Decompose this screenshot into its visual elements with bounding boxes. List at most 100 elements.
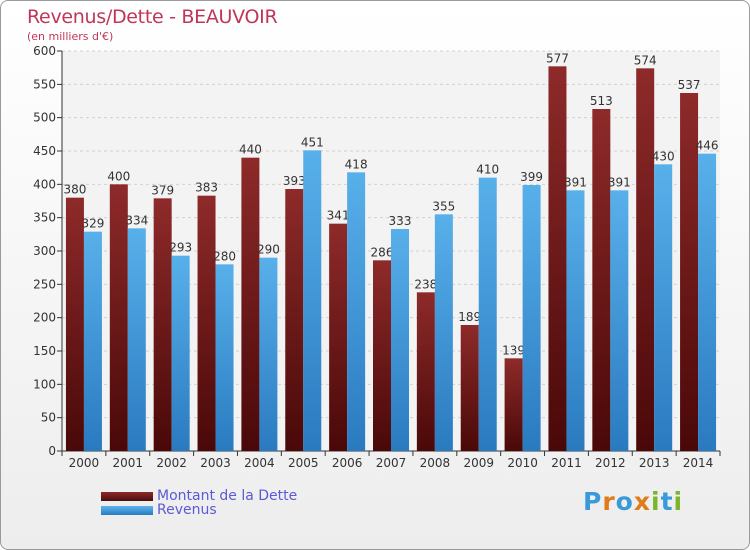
legend-label-revenus: Revenus <box>157 502 217 518</box>
legend-swatch-dette <box>101 491 153 501</box>
data-label-dette: 379 <box>151 183 174 197</box>
chart-subtitle: (en milliers d'€) <box>27 30 114 43</box>
x-tick-label: 2008 <box>420 456 451 470</box>
data-label-dette: 513 <box>590 94 613 108</box>
logo-letter: i <box>651 487 661 516</box>
y-tick-label: 300 <box>33 244 56 258</box>
data-label-dette: 400 <box>107 169 130 183</box>
data-label-revenus: 418 <box>345 157 368 171</box>
data-label-revenus: 446 <box>696 139 719 153</box>
bar-dette <box>285 189 304 451</box>
y-tick-label: 100 <box>33 377 56 391</box>
bar-dette <box>153 198 172 451</box>
x-tick-label: 2009 <box>463 456 494 470</box>
bar-revenus <box>215 264 234 451</box>
data-label-revenus: 280 <box>213 249 236 263</box>
bar-revenus <box>610 190 629 452</box>
y-tick-label: 500 <box>33 111 56 125</box>
bar-dette <box>416 292 435 451</box>
logo-letter: o <box>615 487 634 516</box>
bar-revenus <box>347 172 366 452</box>
x-tick-label: 2010 <box>507 456 538 470</box>
y-tick-label: 200 <box>33 311 56 325</box>
bar-revenus <box>478 177 497 451</box>
x-tick-label: 2003 <box>200 456 231 470</box>
data-label-revenus: 399 <box>520 170 543 184</box>
x-tick-label: 2007 <box>376 456 407 470</box>
bar-revenus <box>259 257 278 451</box>
bar-dette <box>680 93 699 451</box>
x-tick-label: 2000 <box>69 456 100 470</box>
data-label-revenus: 334 <box>125 213 148 227</box>
data-label-revenus: 293 <box>169 241 192 255</box>
bar-dette <box>636 68 655 451</box>
bar-dette <box>548 66 567 451</box>
legend-item-dette: Montant de la Dette <box>101 488 298 504</box>
logo-letter: r <box>602 487 616 516</box>
y-tick-label: 50 <box>41 411 56 425</box>
x-tick-label: 2006 <box>332 456 363 470</box>
data-label-revenus: 391 <box>608 175 631 189</box>
x-tick-label: 2012 <box>595 456 626 470</box>
data-label-revenus: 391 <box>564 175 587 189</box>
data-label-dette: 537 <box>678 78 701 92</box>
x-tick-label: 2011 <box>551 456 582 470</box>
data-label-dette: 574 <box>634 53 657 67</box>
bar-revenus <box>171 255 190 451</box>
chart-title: Revenus/Dette - BEAUVOIR <box>27 6 278 28</box>
bar-revenus <box>303 150 322 452</box>
data-label-dette: 238 <box>414 277 437 291</box>
bar-revenus <box>83 231 102 451</box>
bar-revenus <box>434 214 453 451</box>
logo-letter: x <box>633 487 651 516</box>
legend-label-dette: Montant de la Dette <box>157 488 298 504</box>
x-tick-label: 2014 <box>683 456 714 470</box>
bar-revenus <box>654 164 673 452</box>
data-label-revenus: 451 <box>301 135 324 149</box>
data-label-dette: 383 <box>195 181 218 195</box>
bar-dette <box>197 195 216 451</box>
data-label-revenus: 290 <box>257 243 280 257</box>
bar-dette <box>373 260 391 451</box>
y-tick-label: 450 <box>33 144 56 158</box>
bar-dette <box>241 157 260 451</box>
x-tick-label: 2002 <box>156 456 187 470</box>
data-label-dette: 393 <box>283 174 306 188</box>
data-label-revenus: 430 <box>652 149 675 163</box>
y-tick-label: 150 <box>33 344 56 358</box>
legend-swatch-revenus <box>101 505 153 515</box>
bar-revenus <box>522 185 541 451</box>
bar-dette <box>109 184 128 452</box>
data-label-dette: 341 <box>327 209 350 223</box>
legend-item-revenus: Revenus <box>101 502 217 518</box>
y-tick-label: 0 <box>48 444 56 458</box>
data-label-dette: 139 <box>502 343 525 357</box>
y-tick-label: 250 <box>33 277 56 291</box>
data-label-dette: 189 <box>458 310 481 324</box>
proxiti-logo: Proxiti <box>583 487 683 516</box>
data-label-revenus: 410 <box>476 163 499 177</box>
bar-dette <box>65 197 84 451</box>
x-tick-label: 2004 <box>244 456 275 470</box>
x-tick-label: 2013 <box>639 456 670 470</box>
x-tick-label: 2005 <box>288 456 319 470</box>
data-label-dette: 286 <box>371 245 394 259</box>
data-label-revenus: 329 <box>81 217 104 231</box>
bar-dette <box>329 223 348 451</box>
data-label-dette: 577 <box>546 51 569 65</box>
bar-dette <box>592 109 611 451</box>
logo-letter: t <box>660 487 674 516</box>
bar-dette <box>460 325 479 451</box>
y-tick-label: 400 <box>33 177 56 191</box>
y-tick-label: 550 <box>33 77 56 91</box>
data-label-dette: 380 <box>63 183 86 197</box>
bar-revenus <box>698 153 717 451</box>
bar-revenus <box>566 190 585 452</box>
y-tick-label: 350 <box>33 211 56 225</box>
data-label-revenus: 333 <box>389 214 412 228</box>
bar-dette <box>504 358 523 451</box>
logo-letter: i <box>673 487 684 516</box>
bar-revenus <box>127 228 146 451</box>
